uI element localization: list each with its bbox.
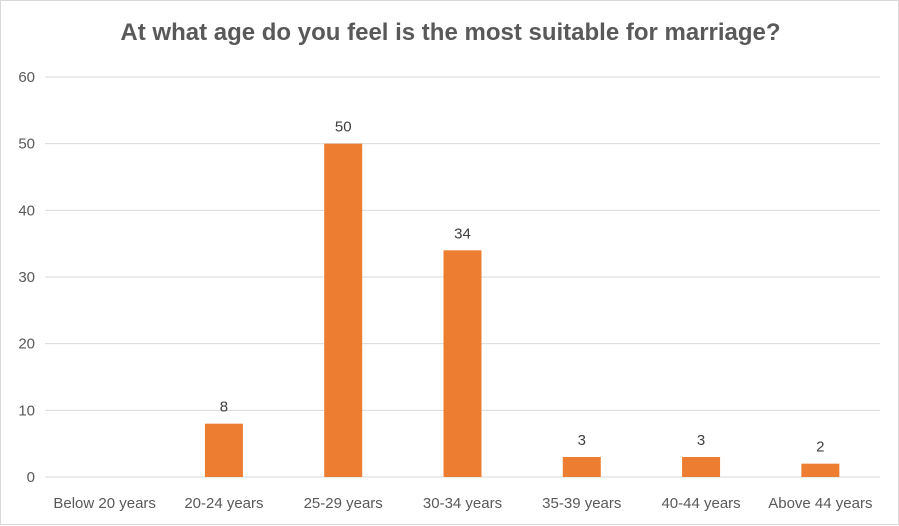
y-tick-label: 10 <box>18 402 35 419</box>
x-category-label: 30-34 years <box>423 495 502 512</box>
y-tick-label: 40 <box>18 202 35 219</box>
data-label: 3 <box>697 432 705 449</box>
x-category-label: 20-24 years <box>184 495 263 512</box>
bar <box>682 457 721 477</box>
bar <box>801 463 840 477</box>
data-label: 50 <box>335 119 352 136</box>
bar <box>562 457 601 477</box>
y-tick-label: 20 <box>18 336 35 353</box>
x-category-label: 25-29 years <box>304 495 383 512</box>
y-tick-label: 30 <box>18 269 35 286</box>
data-label: 2 <box>816 439 824 456</box>
x-category-label: Below 20 years <box>53 495 156 512</box>
x-category-label: 35-39 years <box>542 495 621 512</box>
bar <box>443 250 482 477</box>
y-tick-label: 0 <box>27 469 35 486</box>
y-tick-label: 60 <box>18 69 35 86</box>
chart-title: At what age do you feel is the most suit… <box>120 19 781 46</box>
data-label: 3 <box>578 432 586 449</box>
bar <box>204 423 243 477</box>
y-tick-label: 50 <box>18 136 35 153</box>
data-label: 34 <box>454 225 471 242</box>
bar <box>324 143 363 477</box>
x-category-label: 40-44 years <box>661 495 740 512</box>
x-category-label: Above 44 years <box>768 495 872 512</box>
data-label: 8 <box>220 399 228 416</box>
